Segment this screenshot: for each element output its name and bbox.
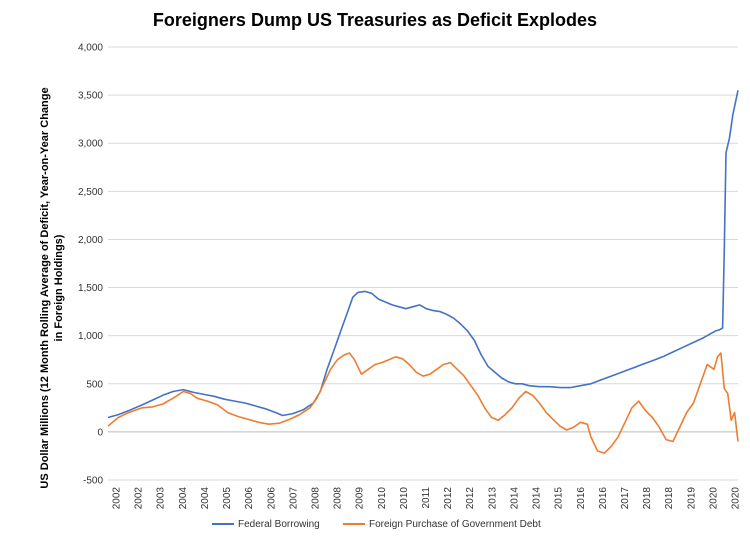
x-tick-label: 2007 (288, 487, 299, 510)
y-axis-label-line-1: US Dollar Millions (12 Month Rolling Ave… (39, 87, 51, 488)
x-tick-label: 2014 (532, 487, 543, 510)
legend: Federal Borrowing Foreign Purchase of Gov… (212, 519, 541, 530)
x-tick-label: 2020 (708, 487, 719, 510)
x-tick-label: 2012 (465, 487, 476, 510)
x-tick-label: 2018 (664, 487, 675, 510)
x-tick-label: 2020 (731, 487, 742, 510)
y-tick-label: 3,000 (78, 139, 103, 150)
x-tick-label: 2010 (377, 487, 388, 510)
x-tick-label: 2016 (598, 487, 609, 510)
y-tick-label: 1,500 (78, 283, 103, 294)
x-tick-label: 2015 (554, 487, 565, 510)
x-tick-label: 2017 (620, 487, 631, 510)
y-tick-label: 2,000 (78, 235, 103, 246)
x-tick-label: 2013 (487, 487, 498, 510)
x-tick-label: 2002 (112, 487, 123, 510)
gridlines (108, 46, 738, 481)
x-tick-label: 2003 (156, 487, 167, 510)
chart-title: Foreigners Dump US Treasuries as Deficit… (153, 10, 597, 30)
legend-label: Foreign Purchase of Government Debt (369, 519, 541, 530)
x-tick-label: 2019 (686, 487, 697, 510)
x-tick-label: 2004 (178, 487, 189, 510)
x-tick-label: 2004 (200, 487, 211, 510)
series-line-1 (107, 352, 739, 454)
y-tick-label: 1,000 (78, 331, 103, 342)
y-axis: -500 0 500 1,000 1,500 2,000 2,500 3,000 3,500 4,… (78, 43, 103, 487)
x-tick-label: 2010 (399, 487, 410, 510)
x-tick-label: 2002 (134, 487, 145, 510)
y-tick-label: 4,000 (78, 43, 103, 54)
legend-label: Federal Borrowing (238, 519, 320, 530)
y-axis-label: US Dollar Millions (12 Month Rolling Ave… (39, 87, 65, 488)
y-tick-label: 0 (97, 427, 103, 438)
x-tick-label: 2008 (310, 487, 321, 510)
y-tick-label: -500 (83, 476, 103, 487)
x-tick-label: 2005 (222, 487, 233, 510)
y-tick-label: 2,500 (78, 187, 103, 198)
series-lines (107, 90, 739, 454)
y-axis-label-line-2: in Foreign Holdings) (53, 234, 65, 341)
y-tick-label: 500 (86, 379, 103, 390)
x-tick-label: 2011 (421, 487, 432, 509)
y-tick-label: 3,500 (78, 91, 103, 102)
x-tick-label: 2014 (509, 487, 520, 510)
x-tick-label: 2009 (355, 487, 366, 510)
x-tick-label: 2016 (576, 487, 587, 510)
series-line-0 (107, 90, 739, 419)
x-tick-label: 2018 (642, 487, 653, 510)
x-axis: 2002 2002 2003 2004 2004 2005 2006 2006 2007 2008… (112, 487, 742, 510)
x-tick-label: 2008 (333, 487, 344, 510)
x-tick-label: 2006 (266, 487, 277, 510)
x-tick-label: 2012 (443, 487, 454, 510)
x-tick-label: 2006 (244, 487, 255, 510)
